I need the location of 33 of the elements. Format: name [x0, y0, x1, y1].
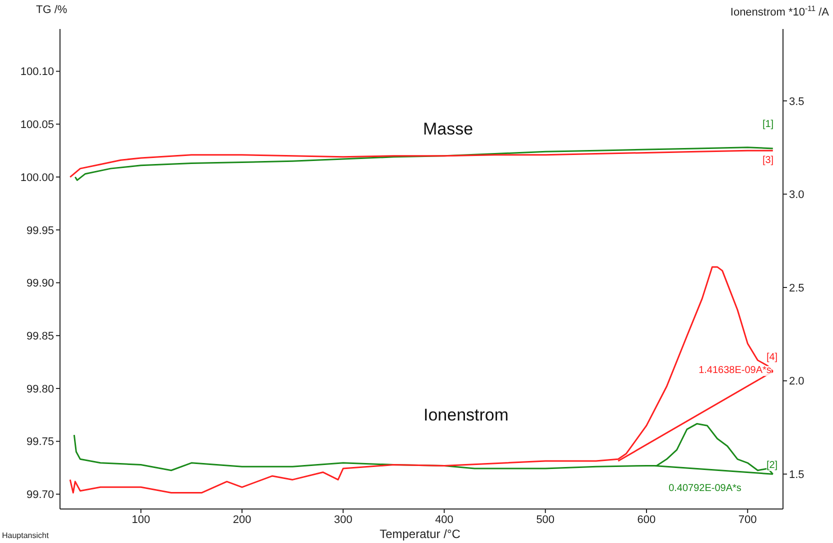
- y-tick-label: 99.80: [26, 383, 54, 396]
- annotation: Masse: [422, 120, 474, 138]
- annotation: 0.40792E-09A*s: [668, 483, 742, 494]
- y-axis-title: TG /%: [36, 4, 68, 16]
- y2-tick-label: 3.5: [789, 96, 804, 108]
- y-tick-label: 99.95: [26, 224, 54, 237]
- x-tick-label: 600: [637, 514, 656, 526]
- y2-tick-label: 1.5: [789, 469, 804, 482]
- y-tick-label: 99.85: [26, 330, 54, 343]
- annotation: [1]: [762, 119, 774, 130]
- y2-axis-title: Ionenstrom *10$^{-11}$ /A: [730, 4, 829, 19]
- x-tick-label: 700: [738, 514, 757, 526]
- text: Hauptansicht: [2, 531, 49, 540]
- y2-tick-label: 2.0: [789, 376, 804, 388]
- x-tick-label: 300: [334, 514, 352, 526]
- annotation: Ionenstrom: [423, 406, 509, 424]
- x-tick-label: 500: [536, 514, 555, 526]
- y2-tick-label: 3.0: [789, 189, 804, 202]
- annotation: [4]: [766, 352, 778, 363]
- y-tick-label: 99.75: [26, 436, 54, 448]
- x-tick-label: 400: [435, 514, 454, 526]
- annotation: [2]: [766, 460, 778, 471]
- y-tick-label: 99.90: [26, 278, 54, 290]
- annotation: [3]: [762, 155, 774, 166]
- x-tick-label: 100: [132, 514, 150, 526]
- x-tick-label: 200: [232, 514, 252, 526]
- annotation: 1.41638E-09A*s: [698, 365, 772, 376]
- y-tick-label: 100.05: [20, 119, 54, 132]
- x-axis-title: Temperatur /°C: [380, 527, 460, 541]
- y-tick-label: 100.00: [20, 172, 54, 184]
- y-tick-label: 99.70: [26, 489, 54, 502]
- y-tick-label: 100.10: [20, 66, 54, 78]
- y2-tick-label: 2.5: [789, 282, 804, 294]
